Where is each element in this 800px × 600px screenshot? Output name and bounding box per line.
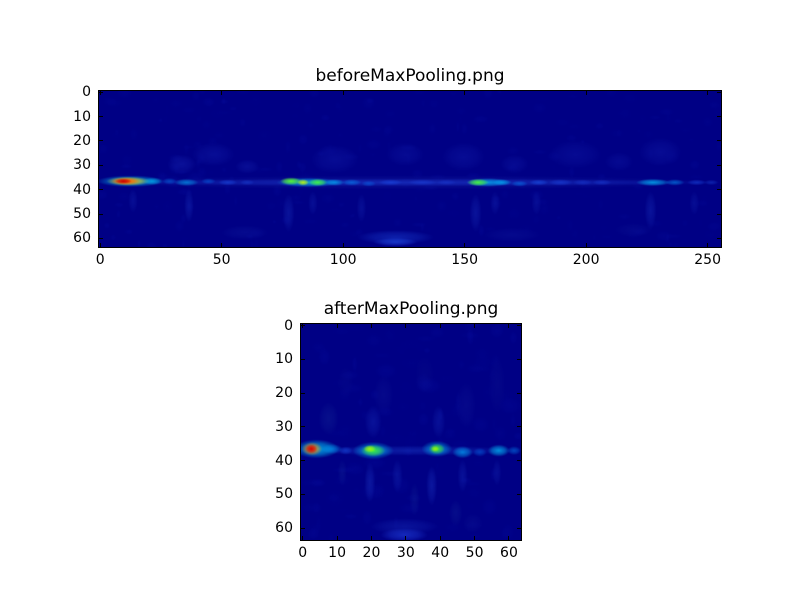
x-tick-mark — [585, 243, 587, 247]
y-tick-mark — [717, 237, 721, 239]
x-tick-mark — [342, 91, 344, 95]
y-tick-mark — [301, 460, 305, 462]
axes-before-maxpooling: beforeMaxPooling.png 0 50 100 150 200 250 0 10 2… — [73, 68, 722, 267]
y-tick-mark — [99, 237, 103, 239]
x-tick-mark — [439, 324, 441, 328]
y-tick-label: 40 — [73, 181, 91, 198]
y-tick-mark — [99, 189, 103, 191]
x-tick-label: 0 — [298, 545, 308, 561]
x-tick-mark — [707, 243, 709, 247]
y-tick-mark — [301, 358, 305, 360]
x-tick-label: 30 — [396, 545, 415, 561]
y-tick-label: 30 — [275, 418, 293, 435]
axes-after-maxpooling: afterMaxPooling.png 0 10 20 30 40 50 60 0 10 20 30… — [275, 301, 522, 560]
x-tick-mark — [707, 91, 709, 95]
y-tick-mark — [717, 91, 721, 93]
y-tick-mark — [99, 213, 103, 215]
y-tick-label: 50 — [73, 206, 91, 223]
y-tick-mark — [301, 426, 305, 428]
x-tick-label: 20 — [362, 545, 381, 561]
x-tick-label: 150 — [451, 252, 479, 268]
y-tick-mark — [301, 325, 305, 327]
x-tick-label: 200 — [572, 252, 600, 268]
x-tick-mark — [336, 536, 338, 540]
y-tick-mark — [301, 392, 305, 394]
y-tick-label: 10 — [73, 108, 91, 125]
x-tick-mark — [464, 91, 466, 95]
y-tick-mark — [717, 116, 721, 118]
y-tick-mark — [99, 140, 103, 142]
y-tick-mark — [517, 325, 521, 327]
y-tick-mark — [99, 116, 103, 118]
y-tick-label: 20 — [275, 385, 293, 402]
y-tick-mark — [517, 392, 521, 394]
y-tick-label: 30 — [73, 157, 91, 174]
x-tick-mark — [405, 324, 407, 328]
x-tick-mark — [474, 536, 476, 540]
y-tick-mark — [301, 493, 305, 495]
x-tick-mark — [464, 243, 466, 247]
x-tick-mark — [405, 536, 407, 540]
x-tick-mark — [221, 243, 223, 247]
y-tick-label: 60 — [73, 230, 91, 247]
y-tick-mark — [301, 527, 305, 529]
heatmap-canvas-before — [99, 91, 721, 247]
x-tick-label: 10 — [328, 545, 347, 561]
y-tick-label: 50 — [275, 486, 293, 503]
y-tick-mark — [517, 527, 521, 529]
plot-title-before: beforeMaxPooling.png — [315, 66, 505, 86]
x-tick-label: 250 — [694, 252, 721, 268]
x-tick-label: 50 — [212, 252, 231, 268]
x-tick-label: 0 — [95, 252, 105, 268]
x-tick-label: 60 — [500, 545, 518, 561]
x-tick-label: 40 — [431, 545, 450, 561]
x-tick-mark — [221, 91, 223, 95]
y-tick-mark — [717, 189, 721, 191]
y-tick-mark — [99, 91, 103, 93]
x-tick-mark — [508, 324, 510, 328]
y-tick-label: 20 — [73, 132, 91, 149]
x-tick-mark — [99, 243, 101, 247]
x-tick-mark — [342, 243, 344, 247]
y-tick-mark — [717, 213, 721, 215]
y-tick-mark — [517, 460, 521, 462]
y-tick-mark — [99, 164, 103, 166]
plot-title-after: afterMaxPooling.png — [323, 299, 499, 319]
x-tick-label: 100 — [329, 252, 357, 268]
y-tick-label: 10 — [275, 351, 293, 368]
x-tick-mark — [585, 91, 587, 95]
x-tick-mark — [99, 91, 101, 95]
y-tick-label: 60 — [275, 520, 293, 537]
y-tick-label: 40 — [275, 452, 293, 469]
x-tick-mark — [439, 536, 441, 540]
x-tick-mark — [336, 324, 338, 328]
x-tick-mark — [370, 324, 372, 328]
x-tick-mark — [474, 324, 476, 328]
y-tick-label: 0 — [284, 317, 293, 334]
heatmap-canvas-after — [301, 324, 521, 540]
x-tick-label: 50 — [465, 545, 484, 561]
x-tick-mark — [508, 536, 510, 540]
y-tick-mark — [717, 164, 721, 166]
y-tick-mark — [517, 426, 521, 428]
y-tick-label: 0 — [82, 84, 91, 101]
y-tick-mark — [517, 358, 521, 360]
y-tick-mark — [517, 493, 521, 495]
x-tick-mark — [370, 536, 372, 540]
x-tick-mark — [302, 536, 304, 540]
y-tick-mark — [717, 140, 721, 142]
